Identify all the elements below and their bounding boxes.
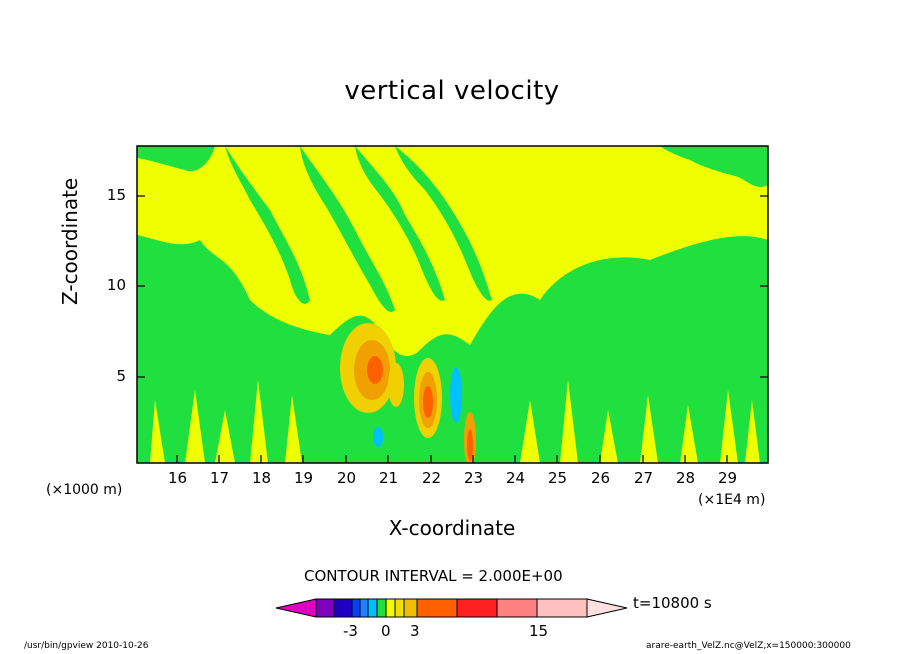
x-tick-label: 28 <box>676 469 696 487</box>
colorbar-label-0: 0 <box>381 622 391 640</box>
x-tick-label: 21 <box>379 469 399 487</box>
green-top-right <box>660 146 768 187</box>
axis-ticks <box>137 195 768 463</box>
time-label: t=10800 s <box>633 594 712 612</box>
x-tick-label: 18 <box>252 469 272 487</box>
green-band-2 <box>300 146 395 312</box>
y-tick-label: 10 <box>106 276 126 294</box>
y-axis-label: Z-coordinate <box>58 177 82 305</box>
colorbar-label-15: 15 <box>529 622 549 640</box>
x-tick-label: 29 <box>718 469 738 487</box>
green-band-3 <box>355 146 445 301</box>
colorbar-label-neg3: -3 <box>343 622 358 640</box>
y-tick-label: 5 <box>116 367 126 385</box>
x-tick-label: 26 <box>591 469 611 487</box>
updraft-core-20-peak <box>367 356 383 384</box>
chart-title: vertical velocity <box>344 76 560 106</box>
y-axis-unit: (×1000 m) <box>46 482 123 498</box>
updraft-core-22-peak <box>423 386 433 418</box>
green-band-1 <box>225 146 310 304</box>
colorbar-label-3: 3 <box>410 622 420 640</box>
x-axis-unit: (×1E4 m) <box>698 492 766 508</box>
colorbar <box>275 598 628 618</box>
cyan-spot-left <box>373 427 383 447</box>
x-tick-label: 20 <box>337 469 357 487</box>
x-tick-label: 17 <box>210 469 230 487</box>
x-tick-label: 23 <box>464 469 484 487</box>
green-top-left <box>137 146 215 172</box>
x-tick-label: 25 <box>548 469 568 487</box>
x-tick-label: 22 <box>422 469 442 487</box>
footer-right: arare-earth_VelZ.nc@VelZ,x=150000:300000 <box>646 641 851 651</box>
plot-frame <box>136 145 769 464</box>
green-region-lower <box>137 235 768 463</box>
footer-left: /usr/bin/gpview 2010-10-26 <box>24 641 149 651</box>
x-tick-label: 27 <box>634 469 654 487</box>
updraft-core-21 <box>388 363 404 407</box>
x-tick-label: 16 <box>168 469 188 487</box>
updraft-core-23-peak <box>467 429 473 461</box>
contour-interval-label: CONTOUR INTERVAL = 2.000E+00 <box>304 567 563 585</box>
downdraft-core <box>450 367 462 423</box>
green-band-4 <box>395 146 492 301</box>
x-axis-label: X-coordinate <box>388 516 516 540</box>
green-mid-left <box>198 294 246 332</box>
x-tick-label: 24 <box>506 469 526 487</box>
yellow-streaks-bottom <box>150 380 760 463</box>
x-tick-label: 19 <box>294 469 314 487</box>
y-tick-label: 15 <box>106 186 126 204</box>
